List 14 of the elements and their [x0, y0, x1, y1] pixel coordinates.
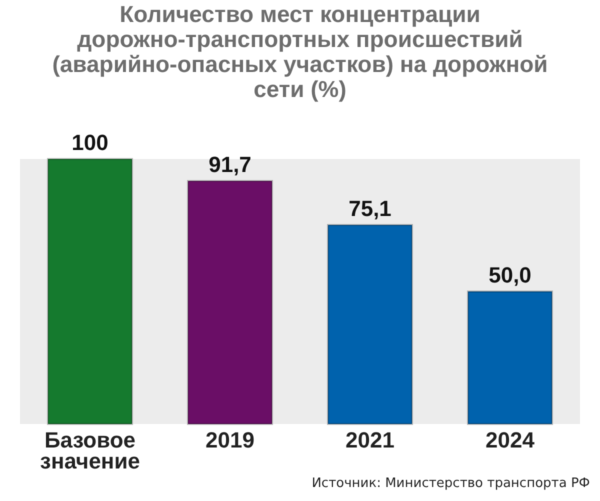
data-label: 50,0 [488, 262, 532, 288]
bar [47, 158, 133, 425]
bar [187, 180, 273, 425]
data-label: 91,7 [208, 152, 252, 177]
bar [327, 224, 413, 425]
data-label: 75,1 [348, 196, 392, 221]
x-tick-label: 2021 [346, 428, 394, 452]
x-tick-label: 2019 [206, 428, 254, 452]
x-tick-label: Базовое значение [40, 428, 140, 474]
chart-title: Количество мест концентрации дорожно-транспортных происшествий (аварийно-опасных участков) на дорожной сети (%) [52, 1, 548, 102]
x-tick-label: 2024 [486, 428, 536, 452]
data-label: 100 [72, 130, 108, 155]
bar [467, 290, 553, 425]
text: Источник: Министерство транспорта РФ [312, 476, 590, 491]
